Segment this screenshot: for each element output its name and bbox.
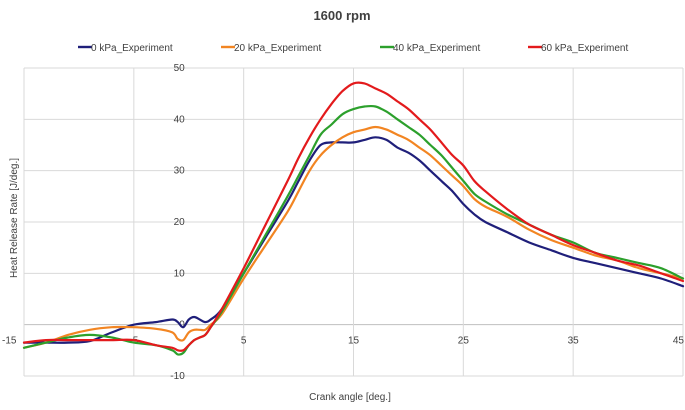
y-tick-label: -10 (170, 371, 185, 382)
chart-title: 1600 rpm (313, 8, 370, 23)
legend: 0 kPa_Experiment 20 kPa_Experiment 40 kPa_… (78, 43, 628, 54)
legend-label: 60 kPa_Experiment (541, 43, 628, 54)
x-tick-label: 5 (241, 336, 247, 347)
y-tick-label: 40 (174, 114, 186, 125)
x-axis-label: Crank angle [deg.] (309, 392, 391, 403)
y-axis-ticks: -10 0 10 20 30 40 50 (170, 63, 185, 382)
x-tick-label: 25 (458, 336, 470, 347)
series-line (22, 104, 685, 356)
series-line (22, 125, 685, 349)
gridlines (23, 67, 684, 377)
y-tick-label: 0 (179, 320, 185, 331)
series-line (22, 136, 685, 344)
legend-label: 20 kPa_Experiment (234, 43, 321, 54)
legend-label: 40 kPa_Experiment (393, 43, 480, 54)
y-tick-label: 20 (174, 217, 186, 228)
series-lines (22, 81, 685, 356)
y-tick-label: 10 (174, 268, 186, 279)
legend-label: 0 kPa_Experiment (91, 43, 173, 54)
x-tick-label: -15 (2, 336, 17, 347)
y-tick-label: 50 (174, 63, 186, 74)
y-tick-label: 30 (174, 166, 186, 177)
series-line (22, 81, 685, 352)
x-tick-label: 35 (568, 336, 580, 347)
x-tick-label: 45 (673, 336, 685, 347)
y-axis-label: Heat Release Rate [J/deg.] (9, 158, 20, 278)
x-tick-label: 15 (348, 336, 360, 347)
